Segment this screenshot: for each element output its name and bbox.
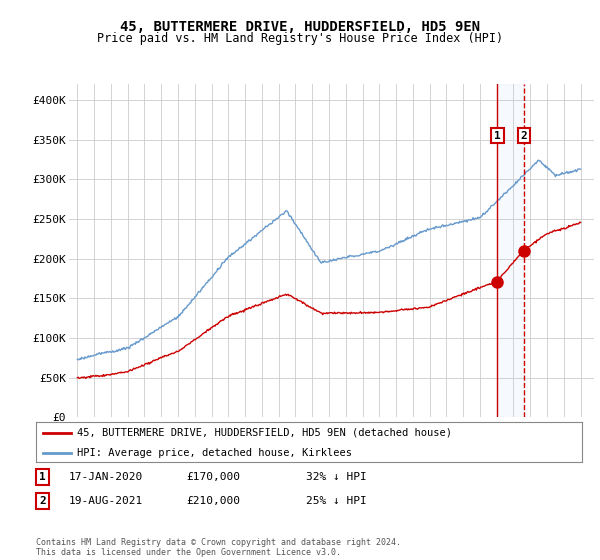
Text: 19-AUG-2021: 19-AUG-2021: [69, 496, 143, 506]
Text: HPI: Average price, detached house, Kirklees: HPI: Average price, detached house, Kirk…: [77, 448, 352, 458]
Text: 1: 1: [494, 130, 501, 141]
Text: 32% ↓ HPI: 32% ↓ HPI: [306, 472, 367, 482]
Text: 45, BUTTERMERE DRIVE, HUDDERSFIELD, HD5 9EN: 45, BUTTERMERE DRIVE, HUDDERSFIELD, HD5 …: [120, 20, 480, 34]
Text: £210,000: £210,000: [186, 496, 240, 506]
Text: 45, BUTTERMERE DRIVE, HUDDERSFIELD, HD5 9EN (detached house): 45, BUTTERMERE DRIVE, HUDDERSFIELD, HD5 …: [77, 428, 452, 437]
Text: 1: 1: [39, 472, 46, 482]
Text: 17-JAN-2020: 17-JAN-2020: [69, 472, 143, 482]
Text: 2: 2: [521, 130, 527, 141]
Text: Contains HM Land Registry data © Crown copyright and database right 2024.
This d: Contains HM Land Registry data © Crown c…: [36, 538, 401, 557]
Text: Price paid vs. HM Land Registry's House Price Index (HPI): Price paid vs. HM Land Registry's House …: [97, 32, 503, 45]
Text: £170,000: £170,000: [186, 472, 240, 482]
Text: 25% ↓ HPI: 25% ↓ HPI: [306, 496, 367, 506]
Text: 2: 2: [39, 496, 46, 506]
Bar: [497, 84, 524, 417]
